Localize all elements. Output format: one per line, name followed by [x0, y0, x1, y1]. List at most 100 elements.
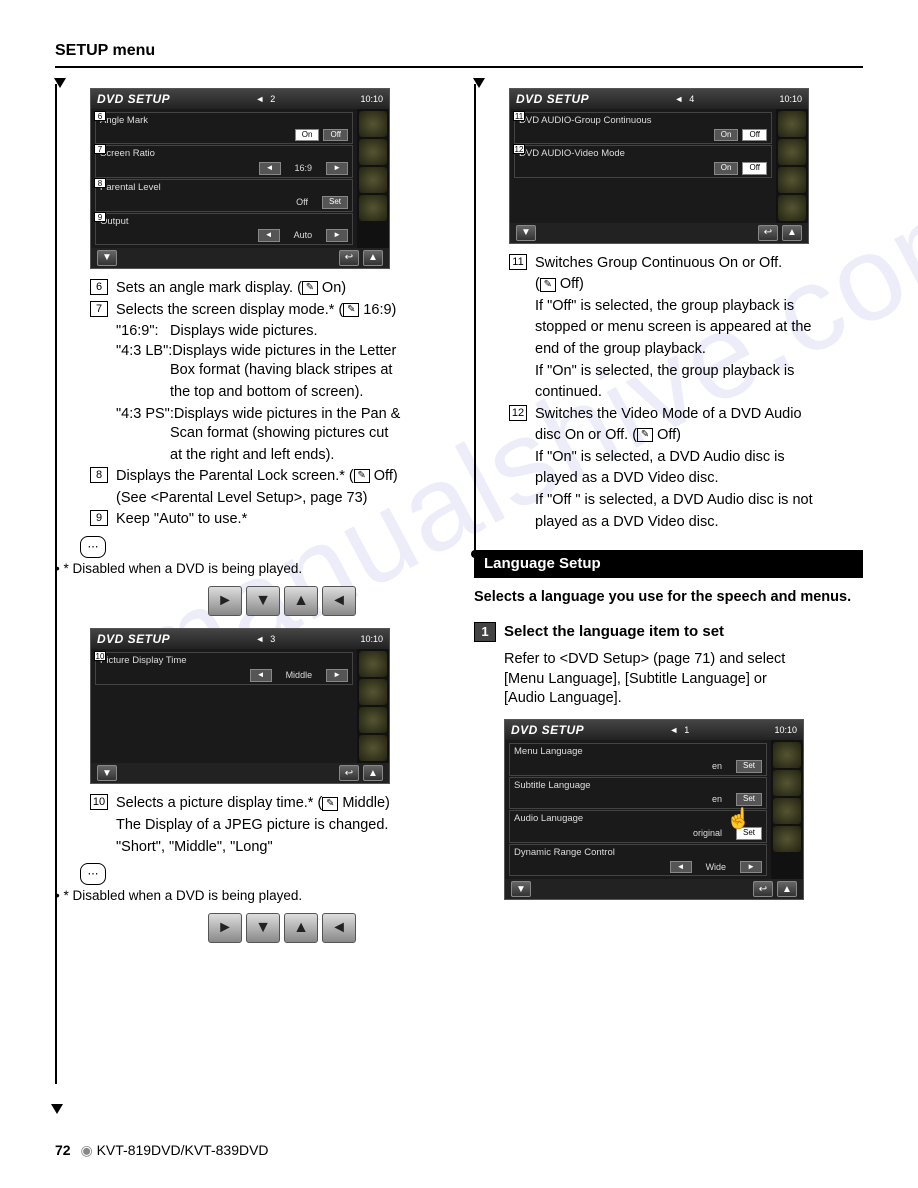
footer-btn[interactable]: ▲ [363, 765, 383, 781]
pencil-icon: ✎ [343, 303, 359, 317]
footer-btn[interactable]: ↩ [753, 881, 773, 897]
prev-button[interactable]: ◄ [670, 861, 692, 874]
on-button[interactable]: On [714, 162, 739, 175]
row-value: Off [286, 196, 318, 209]
item-number: 11 [509, 254, 527, 270]
on-button[interactable]: On [295, 129, 320, 142]
next-button[interactable]: ► [326, 669, 348, 682]
screen-title: DVD SETUP [97, 631, 170, 647]
set-button[interactable]: Set [736, 793, 762, 806]
screen-time: 10:10 [360, 93, 383, 105]
screen-title: DVD SETUP [511, 722, 584, 738]
nav-down-icon[interactable]: ▼ [246, 913, 280, 943]
nav-buttons: ► ▼ ▲ ◄ [120, 586, 444, 616]
nav-next-icon[interactable]: ► [208, 913, 242, 943]
item-number: 9 [90, 510, 108, 526]
hand-pointer-icon: ☝ [726, 806, 751, 833]
item-text: Middle) [338, 795, 390, 811]
item-number: 10 [90, 794, 108, 810]
set-button[interactable]: Set [322, 196, 348, 209]
pencil-icon: ✎ [302, 281, 318, 295]
page-number: 72 [55, 1142, 71, 1158]
footer-btn[interactable]: ▼ [97, 765, 117, 781]
off-button[interactable]: Off [742, 129, 767, 142]
prev-button[interactable]: ◄ [259, 162, 281, 175]
dvd-setup-screen-4: DVD SETUP ◄4 10:10 11DVD AUDIO-Group Con… [509, 88, 809, 244]
right-column: DVD SETUP ◄4 10:10 11DVD AUDIO-Group Con… [474, 84, 863, 956]
row-value: Auto [284, 229, 323, 242]
def-val: Box format (having black stripes at [170, 361, 444, 381]
left-column: DVD SETUP ◄2 10:10 6Angle MarkOnOff 7Scr… [55, 84, 444, 956]
next-button[interactable]: ► [740, 861, 762, 874]
nav-up-icon[interactable]: ▲ [284, 586, 318, 616]
footer-btn[interactable]: ↩ [758, 225, 778, 241]
item-number: 8 [90, 467, 108, 483]
row-value: en [702, 793, 732, 806]
nav-up-icon[interactable]: ▲ [284, 913, 318, 943]
pencil-icon: ✎ [540, 278, 556, 292]
pencil-icon: ✎ [322, 797, 338, 811]
def-val: Displays wide pictures in the Letter [172, 342, 396, 362]
footer-btn[interactable]: ▼ [516, 225, 536, 241]
def-key: "4:3 PS": [116, 405, 174, 425]
item-text: Off) [370, 468, 398, 484]
def-key: "16:9": [116, 322, 170, 342]
set-button[interactable]: Set [736, 760, 762, 773]
page-footer: 72 ◉ KVT-819DVD/KVT-839DVD [55, 1141, 269, 1160]
item-text: Selects the screen display mode.* ( [116, 302, 343, 318]
row-value: 16:9 [285, 162, 323, 175]
page-header: SETUP menu [55, 40, 863, 68]
next-button[interactable]: ► [326, 229, 348, 242]
row-label: Menu Language [514, 746, 762, 759]
on-button[interactable]: On [714, 129, 739, 142]
def-key: "4:3 LB": [116, 342, 172, 362]
def-val: at the right and left ends). [170, 446, 444, 466]
footer-btn[interactable]: ▼ [511, 881, 531, 897]
item-text: Off) [556, 276, 584, 292]
item-text: Keep "Auto" to use.* [116, 510, 444, 530]
next-button[interactable]: ► [326, 162, 348, 175]
footer-btn[interactable]: ▲ [782, 225, 802, 241]
pencil-icon: ✎ [354, 469, 370, 483]
item-number: 12 [509, 405, 527, 421]
step-body: Refer to <DVD Setup> (page 71) and selec… [504, 650, 863, 670]
section-heading: Language Setup [474, 550, 863, 578]
note-text: * Disabled when a DVD is being played. [63, 561, 302, 576]
item-text: 16:9) [359, 302, 396, 318]
screen-page: 1 [684, 724, 689, 736]
note-text: * Disabled when a DVD is being played. [63, 888, 302, 903]
off-button[interactable]: Off [742, 162, 767, 175]
footer-btn[interactable]: ↩ [339, 250, 359, 266]
nav-prev-icon[interactable]: ◄ [322, 586, 356, 616]
item-text: If "Off" is selected, the group playback… [535, 297, 863, 317]
item-text: Switches the Video Mode of a DVD Audio [535, 405, 863, 425]
row-label: Dynamic Range Control [514, 847, 762, 860]
row-label: Output [100, 216, 348, 229]
item-text: (See <Parental Level Setup>, page 73) [116, 489, 444, 509]
prev-button[interactable]: ◄ [250, 669, 272, 682]
screen-time: 10:10 [779, 93, 802, 105]
def-val: Scan format (showing pictures cut [170, 424, 444, 444]
pencil-icon: ✎ [637, 428, 653, 442]
footer-btn[interactable]: ▼ [97, 250, 117, 266]
screen-title: DVD SETUP [97, 91, 170, 107]
row-value: original [683, 827, 732, 840]
nav-prev-icon[interactable]: ◄ [322, 913, 356, 943]
screen-title: DVD SETUP [516, 91, 589, 107]
item-text: Displays the Parental Lock screen.* ( [116, 468, 354, 484]
nav-buttons: ► ▼ ▲ ◄ [120, 913, 444, 943]
item-text: On) [318, 280, 346, 296]
footer-btn[interactable]: ▲ [363, 250, 383, 266]
row-label: Angle Mark [100, 115, 348, 128]
nav-down-icon[interactable]: ▼ [246, 586, 280, 616]
footer-btn[interactable]: ▲ [777, 881, 797, 897]
row-label: DVD AUDIO-Video Mode [519, 148, 767, 161]
row-label: Picture Display Time [100, 655, 348, 668]
off-button[interactable]: Off [323, 129, 348, 142]
nav-next-icon[interactable]: ► [208, 586, 242, 616]
footer-btn[interactable]: ↩ [339, 765, 359, 781]
item-text: continued. [535, 383, 863, 403]
item-text: Sets an angle mark display. ( [116, 280, 302, 296]
prev-button[interactable]: ◄ [258, 229, 280, 242]
item-text: played as a DVD Video disc. [535, 469, 863, 489]
